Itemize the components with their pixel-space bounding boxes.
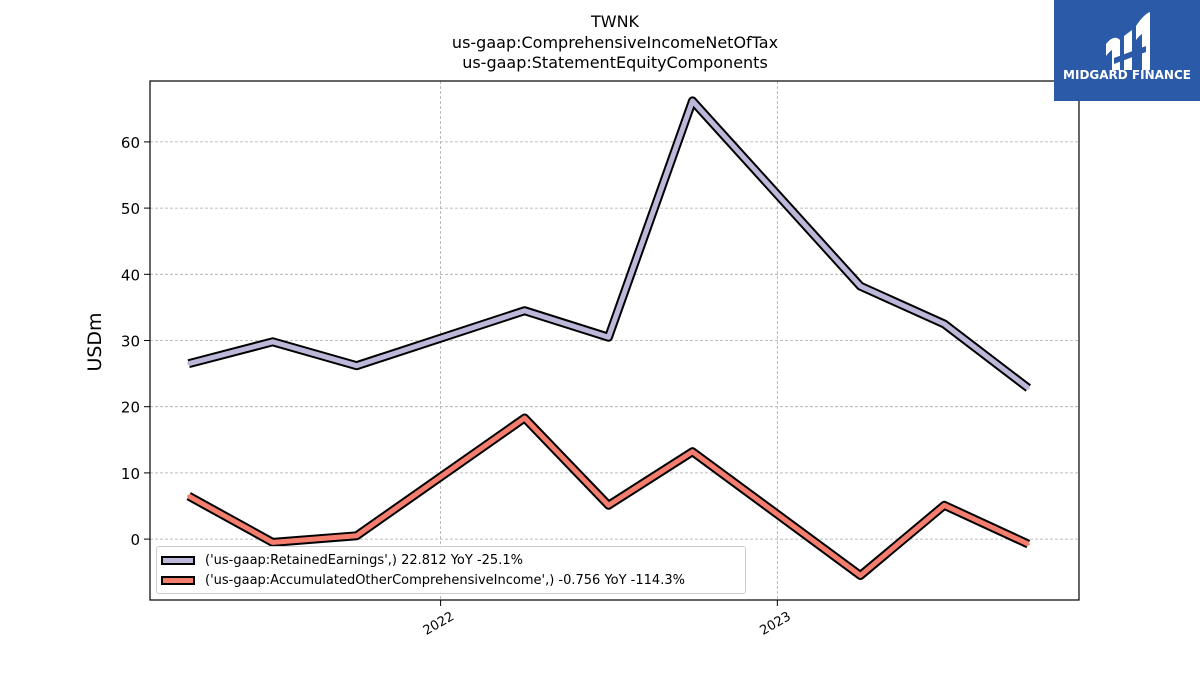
data-point-1 xyxy=(355,534,359,538)
legend-swatch-retained-earnings xyxy=(161,555,195,565)
data-point-1 xyxy=(1026,542,1030,546)
chart-title-line-3: us-gaap:StatementEquityComponents xyxy=(462,53,768,72)
data-point-0 xyxy=(1026,386,1030,390)
x-tick-label: 2023 xyxy=(757,609,793,639)
legend-item-retained-earnings: ('us-gaap:RetainedEarnings',) 22.812 YoY… xyxy=(161,551,523,569)
data-point-1 xyxy=(523,416,527,420)
y-tick-label: 60 xyxy=(121,134,140,152)
y-tick-label: 10 xyxy=(121,465,140,483)
legend-label-aoci: ('us-gaap:AccumulatedOtherComprehensiveI… xyxy=(205,572,685,588)
logo-mark-icon xyxy=(1054,0,1200,101)
data-point-0 xyxy=(858,284,862,288)
y-tick-label: 30 xyxy=(121,333,140,351)
data-point-1 xyxy=(271,540,275,544)
midgard-finance-logo: MIDGARD FINANCE xyxy=(1054,0,1200,101)
series-line-0 xyxy=(188,98,1030,391)
y-axis: 0 10 20 30 40 50 60 xyxy=(121,134,150,549)
series-layer xyxy=(186,96,1032,580)
plot-frame xyxy=(149,80,1080,601)
chart-title-line-1: TWNK xyxy=(590,12,640,31)
legend-swatch-aoci xyxy=(161,575,195,585)
x-axis: 2022 2023 xyxy=(421,600,794,639)
chart-title-line-2: us-gaap:ComprehensiveIncomeNetOfTax xyxy=(452,33,778,52)
data-point-0 xyxy=(355,364,359,368)
data-point-0 xyxy=(942,322,946,326)
data-point-0 xyxy=(690,99,694,103)
y-axis-label: USDm xyxy=(84,312,106,371)
y-tick-label: 40 xyxy=(121,266,140,284)
legend-item-aoci: ('us-gaap:AccumulatedOtherComprehensiveI… xyxy=(161,571,685,589)
chart-title: TWNK us-gaap:ComprehensiveIncomeNetOfTax… xyxy=(452,12,778,72)
data-point-1 xyxy=(942,503,946,507)
series-outline-0 xyxy=(187,96,1032,392)
legend-label-retained-earnings: ('us-gaap:RetainedEarnings',) 22.812 YoY… xyxy=(205,552,523,568)
data-point-1 xyxy=(858,574,862,578)
grid xyxy=(150,81,1079,600)
data-point-0 xyxy=(187,362,191,366)
data-point-1 xyxy=(607,503,611,507)
data-point-0 xyxy=(607,335,611,339)
y-tick-label: 50 xyxy=(121,200,140,218)
data-point-1 xyxy=(187,494,191,498)
y-tick-label: 0 xyxy=(130,531,140,549)
logo-text: MIDGARD FINANCE xyxy=(1063,68,1191,82)
data-point-1 xyxy=(690,450,694,454)
data-point-0 xyxy=(271,340,275,344)
legend: ('us-gaap:RetainedEarnings',) 22.812 YoY… xyxy=(156,546,746,594)
x-tick-label: 2022 xyxy=(421,609,457,639)
y-tick-label: 20 xyxy=(121,399,140,417)
data-point-0 xyxy=(523,309,527,313)
